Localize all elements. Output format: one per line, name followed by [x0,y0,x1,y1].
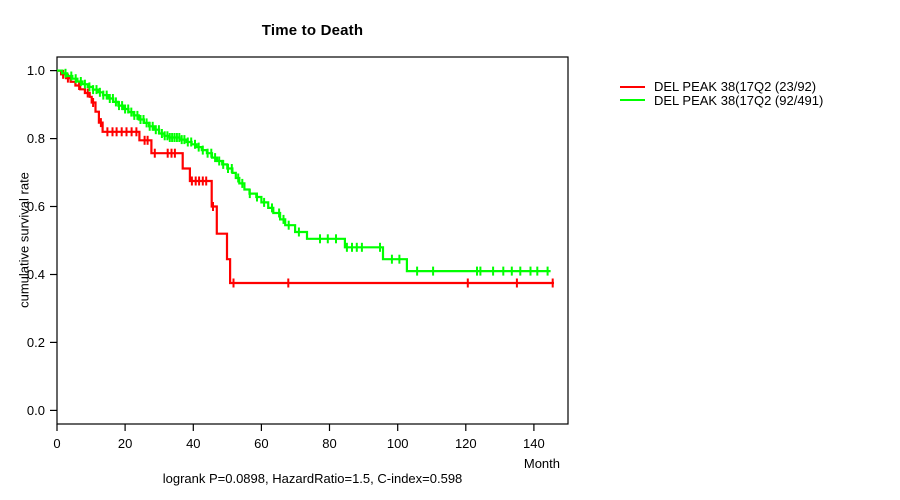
legend-swatch-1 [620,99,645,102]
x-tick-label: 120 [455,436,477,451]
y-tick-label: 0.4 [27,267,45,282]
legend-entry-red: DEL PEAK 38(17Q2 (23/92) [620,79,823,95]
y-tick-label: 0.6 [27,199,45,214]
x-tick-label: 60 [254,436,268,451]
y-tick-label: 0.2 [27,335,45,350]
plot-frame [56,56,569,425]
x-axis-label: Month [523,456,560,471]
stats-annotation: logrank P=0.0898, HazardRatio=1.5, C-ind… [162,471,463,486]
x-tick-label: 100 [387,436,409,451]
y-tick-label: 0.0 [27,403,45,418]
legend-entry-green: DEL PEAK 38(17Q2 (92/491) [620,92,824,108]
y-axis-label: cumulative survival rate [16,172,32,308]
x-tick-label: 0 [53,436,60,451]
x-tick-label: 40 [186,436,200,451]
legend-label-red: DEL PEAK 38(17Q2 (23/92) [654,79,817,95]
legend: DEL PEAK 38(17Q2 (23/92) DEL PEAK 38(17Q… [620,79,824,108]
x-tick-label: 20 [118,436,132,451]
chart-title: Time to Death [261,22,364,39]
km-curve-0 [57,69,554,285]
legend-swatch-0 [620,85,645,88]
x-tick-label: 80 [322,436,336,451]
y-tick-label: 1.0 [27,63,45,78]
legend-label-green: DEL PEAK 38(17Q2 (92/491) [654,92,824,108]
y-tick-label: 0.8 [27,131,45,146]
x-tick-label: 140 [523,436,545,451]
km-curve-1 [57,69,551,273]
